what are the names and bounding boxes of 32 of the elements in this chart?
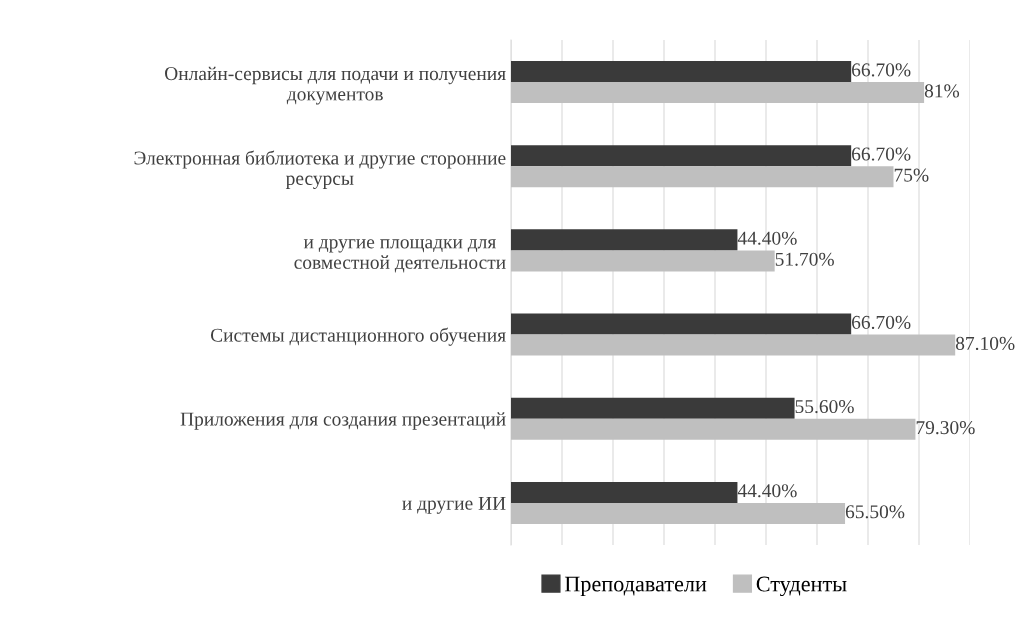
- data-label: 66.70%: [852, 147, 911, 161]
- bar: [511, 313, 852, 335]
- bar: [511, 82, 925, 104]
- bar: [511, 397, 795, 419]
- legend-label: Студенты: [756, 576, 847, 597]
- y-tick-label: Системы дистанционного обучения: [210, 327, 506, 346]
- bar: [511, 418, 916, 440]
- data-label: 79.30%: [916, 421, 975, 435]
- y-tick-label: Онлайн-сервисы для подачи и получения документов: [165, 66, 506, 105]
- data-label: 81%: [924, 84, 960, 98]
- data-label: 44.40%: [737, 231, 797, 245]
- data-label: 75%: [894, 168, 929, 182]
- bar: [511, 229, 738, 251]
- bar: [511, 61, 852, 83]
- bar: [511, 334, 956, 356]
- y-tick-label: Приложения для создания презентаций: [180, 412, 506, 430]
- data-label: 44.40%: [737, 484, 797, 498]
- data-label: 65.50%: [845, 505, 905, 519]
- data-label: 66.70%: [852, 63, 911, 77]
- data-label: 66.70%: [852, 315, 911, 330]
- data-label: 87.10%: [955, 336, 1015, 351]
- y-tick-label: и другие ИИ: [402, 496, 506, 514]
- bar: [511, 145, 852, 167]
- bar: [511, 481, 738, 503]
- legend-label: Преподаватели: [564, 576, 707, 597]
- y-tick-label: и другие площадки для совместной деятельности: [294, 239, 506, 273]
- y-tick-label: Электронная библиотека и другие сторонние ресурсы: [134, 150, 506, 189]
- data-label: 55.60%: [795, 399, 854, 414]
- bar: [511, 250, 775, 272]
- data-label: 51.70%: [775, 252, 834, 266]
- bar: [511, 502, 846, 524]
- bar: [511, 166, 894, 188]
